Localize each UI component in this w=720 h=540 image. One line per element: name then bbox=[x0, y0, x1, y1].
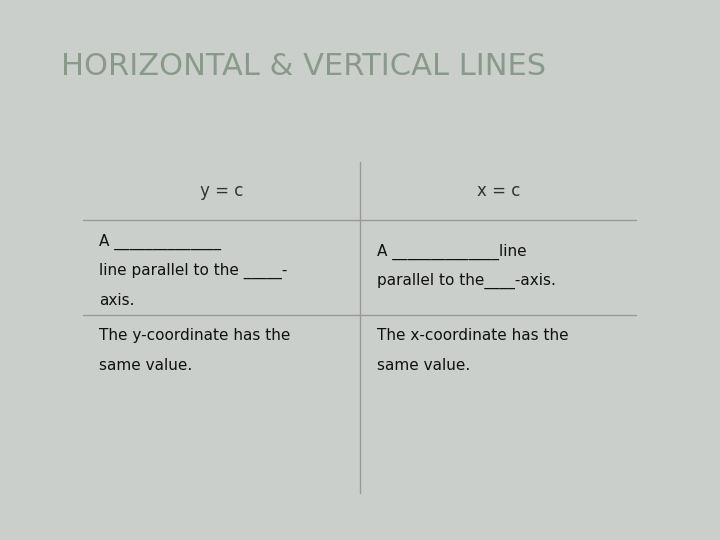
Text: axis.: axis. bbox=[99, 293, 135, 308]
Text: line parallel to the _____-: line parallel to the _____- bbox=[99, 264, 288, 280]
Text: The x-coordinate has the: The x-coordinate has the bbox=[377, 328, 568, 343]
Text: x = c: x = c bbox=[477, 182, 521, 200]
Text: The y-coordinate has the: The y-coordinate has the bbox=[99, 328, 291, 343]
Text: A ______________: A ______________ bbox=[99, 233, 222, 249]
Text: same value.: same value. bbox=[377, 358, 470, 373]
Text: same value.: same value. bbox=[99, 358, 193, 373]
Text: HORIZONTAL & VERTICAL LINES: HORIZONTAL & VERTICAL LINES bbox=[61, 52, 546, 80]
Text: y = c: y = c bbox=[199, 182, 243, 200]
Text: A ______________line: A ______________line bbox=[377, 244, 526, 260]
Text: parallel to the____-axis.: parallel to the____-axis. bbox=[377, 273, 556, 289]
